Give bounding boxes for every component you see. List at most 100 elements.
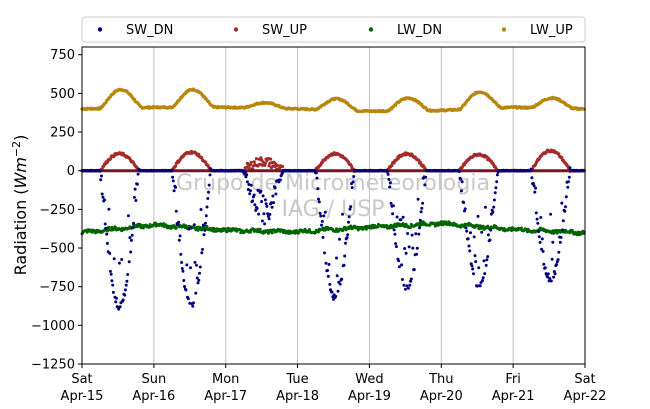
sw-dn-point [101, 195, 105, 199]
y-tick-label: −250 [39, 203, 75, 218]
sw-dn-point [534, 186, 538, 190]
sw-dn-point [493, 191, 497, 195]
lw-dn-point [205, 225, 209, 228]
sw-dn-point [317, 200, 321, 204]
sw-dn-point [273, 186, 277, 190]
y-tick-label: 0 [67, 164, 75, 179]
sw-dn-point [564, 195, 568, 199]
sw-dn-point [117, 261, 121, 265]
sw-dn-point [271, 194, 275, 198]
legend-box [81, 16, 586, 43]
lw-dn-point [444, 220, 448, 224]
sw-dn-point [323, 210, 327, 214]
sw-dn-point [402, 283, 406, 287]
sw-dn-point [395, 215, 399, 219]
sw-dn-point [481, 279, 484, 282]
sw-dn-point [469, 231, 472, 235]
sw-dn-point [123, 293, 127, 297]
sw-dn-point [194, 291, 198, 295]
sw-dn-point [424, 175, 428, 179]
sw-dn-point [187, 227, 191, 231]
sw-dn-point [418, 218, 422, 222]
sw-dn-point [263, 198, 267, 202]
sw-up-point [269, 157, 273, 161]
y-tick-label: −1000 [31, 319, 75, 334]
watermark-line-1: Grupo de Micrometeorologia [176, 171, 490, 196]
sw-dn-point [541, 249, 545, 253]
sw-dn-point [171, 179, 175, 183]
sw-dn-point [204, 214, 208, 218]
sw-dn-point [542, 262, 546, 266]
x-tick-label-day: Sat [574, 372, 595, 387]
sw-dn-point [320, 223, 323, 227]
sw-dn-point [349, 205, 353, 209]
sw-dn-point [201, 247, 204, 251]
sw-dn-point [343, 254, 347, 258]
sw-dn-point [183, 285, 186, 288]
sw-dn-point [387, 177, 391, 181]
sw-dn-point [475, 284, 479, 288]
watermark-line-2: IAG / USP [282, 197, 385, 222]
lw-dn-point [174, 226, 178, 230]
sw-dn-point [546, 272, 550, 276]
sw-dn-point [403, 247, 407, 250]
legend-label: SW_DN [126, 23, 173, 38]
sw-dn-point [558, 240, 562, 244]
x-tick-label-day: Fri [505, 372, 521, 387]
sw-dn-point [467, 244, 471, 248]
legend-marker [97, 27, 103, 32]
sw-dn-point [253, 203, 257, 207]
sw-up-point [275, 163, 279, 168]
sw-dn-point [193, 260, 197, 264]
sw-dn-point [533, 190, 537, 194]
sw-dn-point [180, 261, 184, 264]
sw-dn-point [385, 170, 389, 174]
sw-dn-point [535, 217, 539, 221]
sw-dn-point [420, 206, 424, 210]
sw-dn-point [327, 262, 331, 266]
sw-dn-point [104, 227, 108, 231]
sw-dn-point [543, 266, 547, 270]
sw-dn-point [323, 251, 326, 255]
sw-dn-point [136, 172, 140, 176]
sw-dn-point [189, 226, 193, 230]
sw-dn-point [265, 204, 269, 208]
sw-dn-point [480, 230, 484, 234]
sw-dn-point [423, 183, 427, 187]
sw-dn-point [549, 279, 553, 283]
x-tick-label-day: Wed [355, 372, 383, 387]
sw-dn-point [206, 197, 210, 200]
x-tick-label-day: Mon [212, 372, 239, 387]
sw-dn-point [400, 278, 404, 281]
sw-dn-point [132, 195, 136, 199]
sw-dn-point [462, 201, 466, 204]
sw-dn-point [132, 221, 136, 225]
sw-dn-point [477, 266, 481, 270]
sw-dn-point [180, 267, 184, 270]
sw-dn-point [470, 264, 474, 268]
lw-dn-point [476, 224, 480, 228]
y-tick-label: 750 [50, 48, 75, 63]
sw-dn-point [270, 205, 274, 209]
sw-dn-point [394, 245, 398, 249]
sw-up-point [261, 160, 265, 164]
sw-dn-point [540, 247, 544, 251]
sw-dn-point [556, 258, 560, 262]
sw-dn-point [397, 259, 401, 263]
sw-dn-point [529, 167, 533, 171]
sw-dn-point [551, 240, 555, 244]
sw-up-point [390, 164, 394, 168]
sw-dn-point [108, 251, 112, 255]
sw-dn-point [552, 275, 556, 279]
sw-dn-point [334, 294, 338, 298]
sw-dn-point [129, 250, 133, 254]
x-tick-label-day: Sat [71, 372, 92, 387]
y-tick-label: −1250 [31, 358, 75, 373]
sw-dn-point [347, 220, 350, 224]
lw-dn-point [341, 228, 345, 232]
sw-dn-point [347, 215, 351, 219]
sw-dn-point [557, 250, 561, 254]
sw-dn-point [342, 263, 346, 267]
sw-dn-point [184, 288, 188, 292]
sw-dn-point [335, 274, 339, 278]
